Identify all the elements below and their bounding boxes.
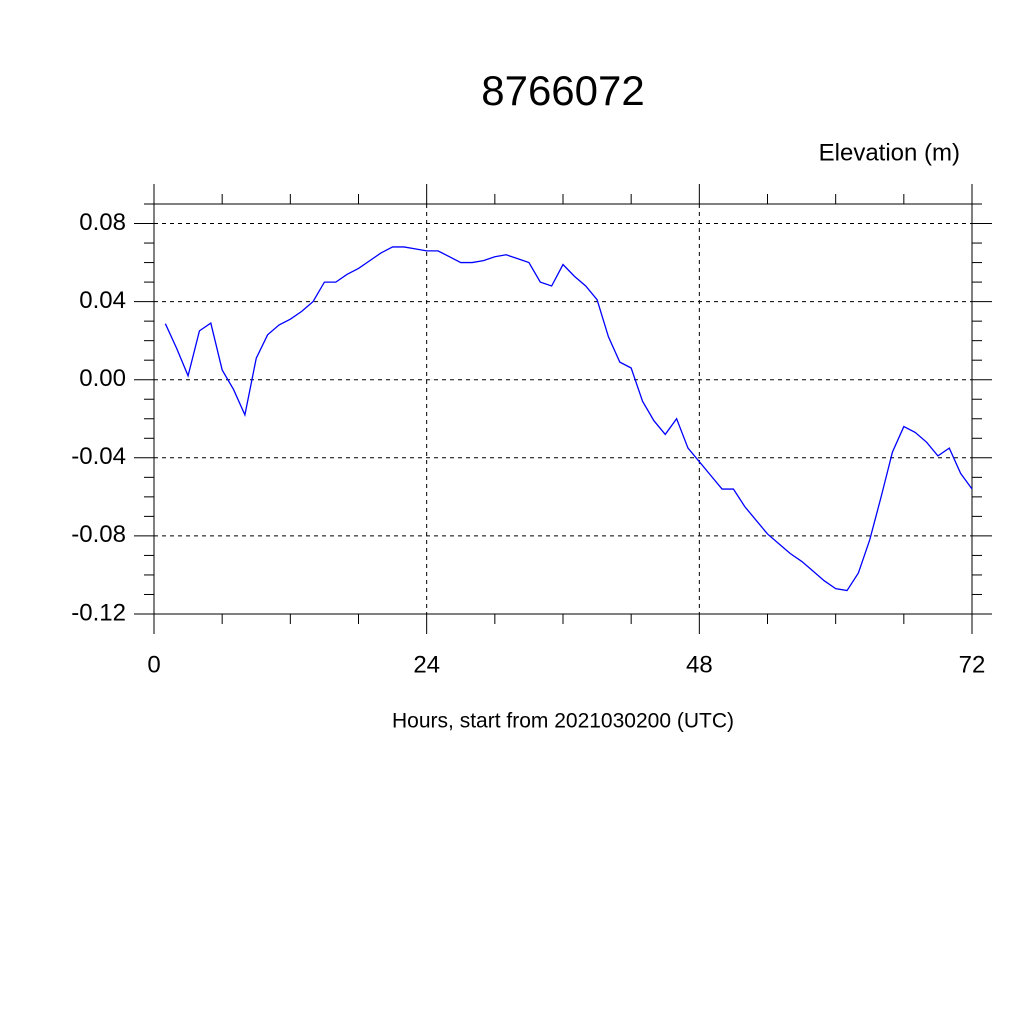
x-axis-label: Hours, start from 2021030200 (UTC) xyxy=(392,710,734,733)
data-line xyxy=(164,246,973,592)
y-tick-label: -0.12 xyxy=(71,599,126,626)
plot-frame xyxy=(153,203,973,615)
y-tick-label: -0.04 xyxy=(71,443,126,470)
x-tick-label: 72 xyxy=(959,651,986,678)
y-tick-label: 0.00 xyxy=(79,365,126,392)
y-tick-label: -0.08 xyxy=(71,521,126,548)
x-tick-label: 24 xyxy=(413,651,440,678)
x-tick-label: 0 xyxy=(147,651,160,678)
y-tick-label: 0.08 xyxy=(79,209,126,236)
y-tick-label: 0.04 xyxy=(79,287,126,314)
x-tick-label: 48 xyxy=(686,651,713,678)
chart-subtitle: Elevation (m) xyxy=(819,139,960,166)
chart-title: 8766072 xyxy=(481,67,645,114)
